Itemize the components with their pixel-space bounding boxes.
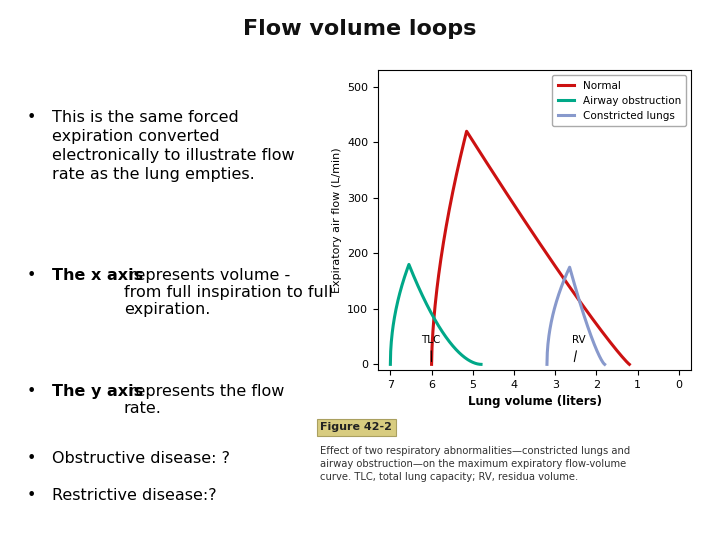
Text: •: •: [27, 110, 37, 125]
Text: Figure 42-2: Figure 42-2: [320, 422, 392, 433]
Y-axis label: Expiratory air flow (L/min): Expiratory air flow (L/min): [332, 147, 341, 293]
Text: •: •: [27, 268, 37, 282]
Legend: Normal, Airway obstruction, Constricted lungs: Normal, Airway obstruction, Constricted …: [552, 76, 686, 126]
Text: This is the same forced
expiration converted
electronically to illustrate flow
r: This is the same forced expiration conve…: [53, 110, 295, 183]
Text: Effect of two respiratory abnormalities—constricted lungs and
airway obstruction: Effect of two respiratory abnormalities—…: [320, 446, 631, 482]
Text: •: •: [27, 488, 37, 503]
Text: The y axis: The y axis: [53, 384, 143, 399]
Text: Flow volume loops: Flow volume loops: [243, 19, 477, 39]
Text: TLC: TLC: [421, 335, 441, 362]
X-axis label: Lung volume (liters): Lung volume (liters): [467, 395, 602, 408]
Text: The x axis: The x axis: [53, 268, 143, 282]
Text: •: •: [27, 451, 37, 466]
Text: represents volume -
from full inspiration to full
expiration.: represents volume - from full inspiratio…: [124, 268, 333, 318]
Text: RV: RV: [572, 335, 585, 362]
Text: •: •: [27, 384, 37, 399]
Text: Restrictive disease:?: Restrictive disease:?: [53, 488, 217, 503]
Text: Obstructive disease: ?: Obstructive disease: ?: [53, 451, 230, 466]
Text: represents the flow
rate.: represents the flow rate.: [124, 384, 284, 416]
